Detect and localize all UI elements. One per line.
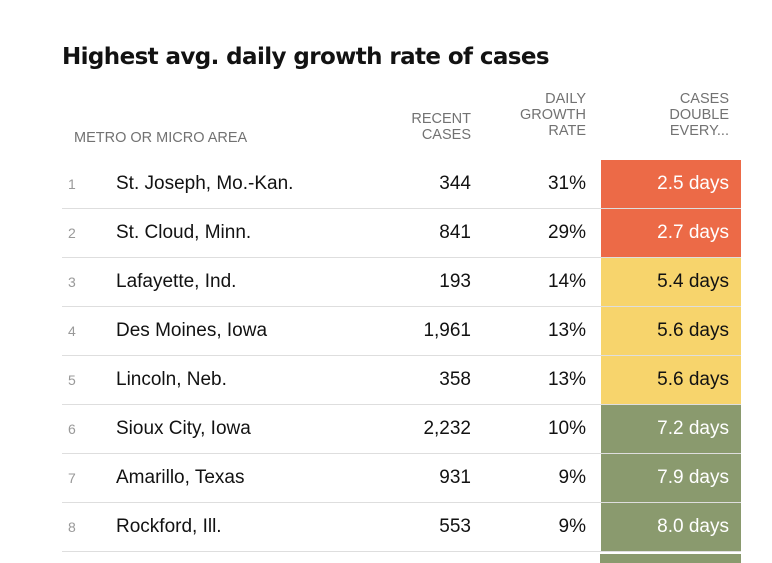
recent-cases-cell: 344: [439, 173, 471, 194]
table-title: Highest avg. daily growth rate of cases: [62, 44, 550, 70]
next-row-color-stub: [600, 554, 741, 563]
recent-cases-cell: 193: [439, 271, 471, 292]
recent-cases-cell: 841: [439, 222, 471, 243]
doubling-time-cell: 7.2 days: [601, 405, 741, 453]
area-cell: Rockford, Ill.: [116, 516, 222, 537]
recent-cases-cell: 931: [439, 467, 471, 488]
rank-cell: 7: [68, 470, 76, 486]
rank-cell: 3: [68, 274, 76, 290]
growth-rate-cell: 10%: [547, 418, 586, 439]
area-cell: Lafayette, Ind.: [116, 271, 237, 292]
table-row: 8 Rockford, Ill. 553 9% 8.0 days: [62, 503, 741, 552]
doubling-time-cell: 2.5 days: [601, 160, 741, 208]
table-row: 4 Des Moines, Iowa 1,961 13% 5.6 days: [62, 307, 741, 356]
growth-rate-cell: 9%: [558, 516, 586, 537]
column-header-area: METRO OR MICRO AREA: [74, 130, 248, 146]
table-row: 7 Amarillo, Texas 931 9% 7.9 days: [62, 454, 741, 503]
doubling-time-cell: 5.6 days: [601, 356, 741, 404]
growth-rate-cell: 31%: [547, 173, 586, 194]
doubling-time-cell: 7.9 days: [601, 454, 741, 502]
growth-rate-cell: 29%: [547, 222, 586, 243]
growth-rate-cell: 13%: [547, 369, 586, 390]
recent-cases-cell: 358: [439, 369, 471, 390]
table-row: 6 Sioux City, Iowa 2,232 10% 7.2 days: [62, 405, 741, 454]
area-cell: Lincoln, Neb.: [116, 369, 227, 390]
recent-cases-cell: 553: [439, 516, 471, 537]
recent-cases-cell: 1,961: [423, 320, 471, 341]
data-table: 1 St. Joseph, Mo.-Kan. 344 31% 2.5 days 2 St. …: [62, 160, 741, 552]
doubling-time-cell: 2.7 days: [601, 209, 741, 257]
column-header-recent-cases: RECENT CASES: [411, 111, 471, 143]
rank-cell: 6: [68, 421, 76, 437]
area-cell: Des Moines, Iowa: [116, 320, 268, 341]
rank-cell: 5: [68, 372, 76, 388]
table-row: 3 Lafayette, Ind. 193 14% 5.4 days: [62, 258, 741, 307]
recent-cases-cell: 2,232: [423, 418, 471, 439]
area-cell: St. Joseph, Mo.-Kan.: [116, 173, 294, 194]
doubling-time-cell: 8.0 days: [601, 503, 741, 551]
rank-cell: 4: [68, 323, 76, 339]
rank-cell: 8: [68, 519, 76, 535]
growth-rate-cell: 13%: [547, 320, 586, 341]
column-header-cases-double-every: CASES DOUBLE EVERY...: [669, 91, 729, 139]
area-cell: St. Cloud, Minn.: [116, 222, 252, 243]
table-row: 1 St. Joseph, Mo.-Kan. 344 31% 2.5 days: [62, 160, 741, 209]
rank-cell: 2: [68, 225, 76, 241]
area-cell: Amarillo, Texas: [116, 467, 245, 488]
table-row: 5 Lincoln, Neb. 358 13% 5.6 days: [62, 356, 741, 405]
column-header-daily-growth-rate: DAILY GROWTH RATE: [519, 91, 586, 139]
doubling-time-cell: 5.6 days: [601, 307, 741, 355]
area-cell: Sioux City, Iowa: [116, 418, 251, 439]
table-row: 2 St. Cloud, Minn. 841 29% 2.7 days: [62, 209, 741, 258]
rank-cell: 1: [68, 176, 76, 192]
growth-rate-cell: 9%: [558, 467, 586, 488]
doubling-time-cell: 5.4 days: [601, 258, 741, 306]
growth-rate-cell: 14%: [547, 271, 586, 292]
